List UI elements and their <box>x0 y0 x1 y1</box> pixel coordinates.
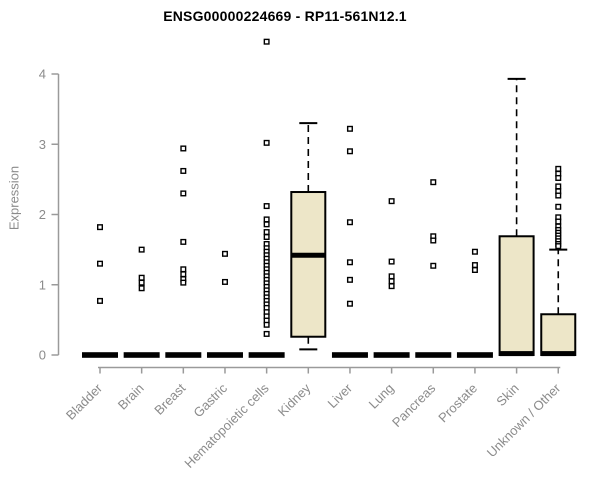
x-tick-label: Bladder <box>63 380 106 423</box>
collapsed-box <box>248 352 285 358</box>
y-tick-label: 4 <box>39 67 46 82</box>
collapsed-box <box>206 352 243 358</box>
box <box>498 235 535 356</box>
x-tick-label: Lung <box>366 381 397 412</box>
collapsed-box <box>331 352 368 358</box>
y-tick-label: 0 <box>39 348 46 363</box>
outlier-point <box>555 203 562 210</box>
outlier-point <box>346 125 353 132</box>
outlier-point <box>555 218 562 225</box>
x-tick-label: Liver <box>325 380 356 411</box>
outlier-point <box>346 259 353 266</box>
collapsed-box <box>415 352 452 358</box>
outlier-point <box>555 165 562 172</box>
outlier-point <box>430 237 437 244</box>
outlier-point <box>221 278 228 285</box>
outlier-point <box>555 243 562 250</box>
outlier-point <box>263 229 270 236</box>
outlier-point <box>138 285 145 292</box>
x-tick-label: Brain <box>115 381 147 413</box>
outlier-point <box>263 330 270 337</box>
outlier-point <box>180 145 187 152</box>
outlier-point <box>263 216 270 223</box>
x-tick-label: Breast <box>151 380 188 417</box>
outlier-point <box>430 262 437 269</box>
outlier-point <box>96 297 103 304</box>
outlier-point <box>555 174 562 181</box>
outlier-point <box>388 258 395 265</box>
outlier-point <box>138 246 145 253</box>
outlier-point <box>388 198 395 205</box>
outlier-point <box>138 274 145 281</box>
collapsed-box <box>373 352 410 358</box>
outlier-point <box>346 148 353 155</box>
x-tick-label: Pancreas <box>389 380 439 430</box>
collapsed-box <box>456 352 493 358</box>
outlier-point <box>96 224 103 231</box>
y-tick-label: 3 <box>39 137 46 152</box>
x-tick-label: Prostate <box>435 381 480 426</box>
outlier-point <box>471 266 478 273</box>
outlier-point <box>221 250 228 257</box>
outlier-point <box>263 203 270 210</box>
outlier-point <box>180 271 187 278</box>
x-tick-label: Skin <box>493 381 521 409</box>
median-line <box>291 252 326 258</box>
outlier-point <box>430 179 437 186</box>
box <box>540 313 577 357</box>
collapsed-box <box>165 352 202 358</box>
outlier-point <box>471 248 478 255</box>
collapsed-box <box>123 352 160 358</box>
chart-title: ENSG00000224669 - RP11-561N12.1 <box>163 8 407 24</box>
collapsed-box <box>82 352 118 358</box>
x-tick-label: Gastric <box>190 380 230 420</box>
outlier-point <box>180 279 187 286</box>
x-tick-label: Unknown / Other <box>484 380 564 460</box>
outlier-point <box>263 321 270 328</box>
outlier-point <box>263 38 270 45</box>
outlier-point <box>263 221 270 228</box>
outlier-point <box>555 192 562 199</box>
outlier-point <box>388 273 395 280</box>
outlier-point <box>555 183 562 190</box>
median-line <box>499 351 534 357</box>
box <box>290 191 327 338</box>
outlier-point <box>138 279 145 286</box>
outlier-point <box>180 238 187 245</box>
y-tick-label: 2 <box>39 207 46 222</box>
outlier-point <box>180 167 187 174</box>
outlier-point <box>180 266 187 273</box>
y-tick-label: 1 <box>39 277 46 292</box>
outlier-point <box>471 262 478 269</box>
outlier-point <box>346 276 353 283</box>
outlier-point <box>263 233 270 240</box>
outlier-point <box>346 219 353 226</box>
outlier-point <box>180 190 187 197</box>
outlier-point <box>263 139 270 146</box>
outlier-point <box>346 300 353 307</box>
x-tick-label: Kidney <box>275 380 314 419</box>
outlier-point <box>388 278 395 285</box>
outlier-point <box>96 260 103 267</box>
outlier-point <box>388 283 395 290</box>
median-line <box>541 351 576 357</box>
